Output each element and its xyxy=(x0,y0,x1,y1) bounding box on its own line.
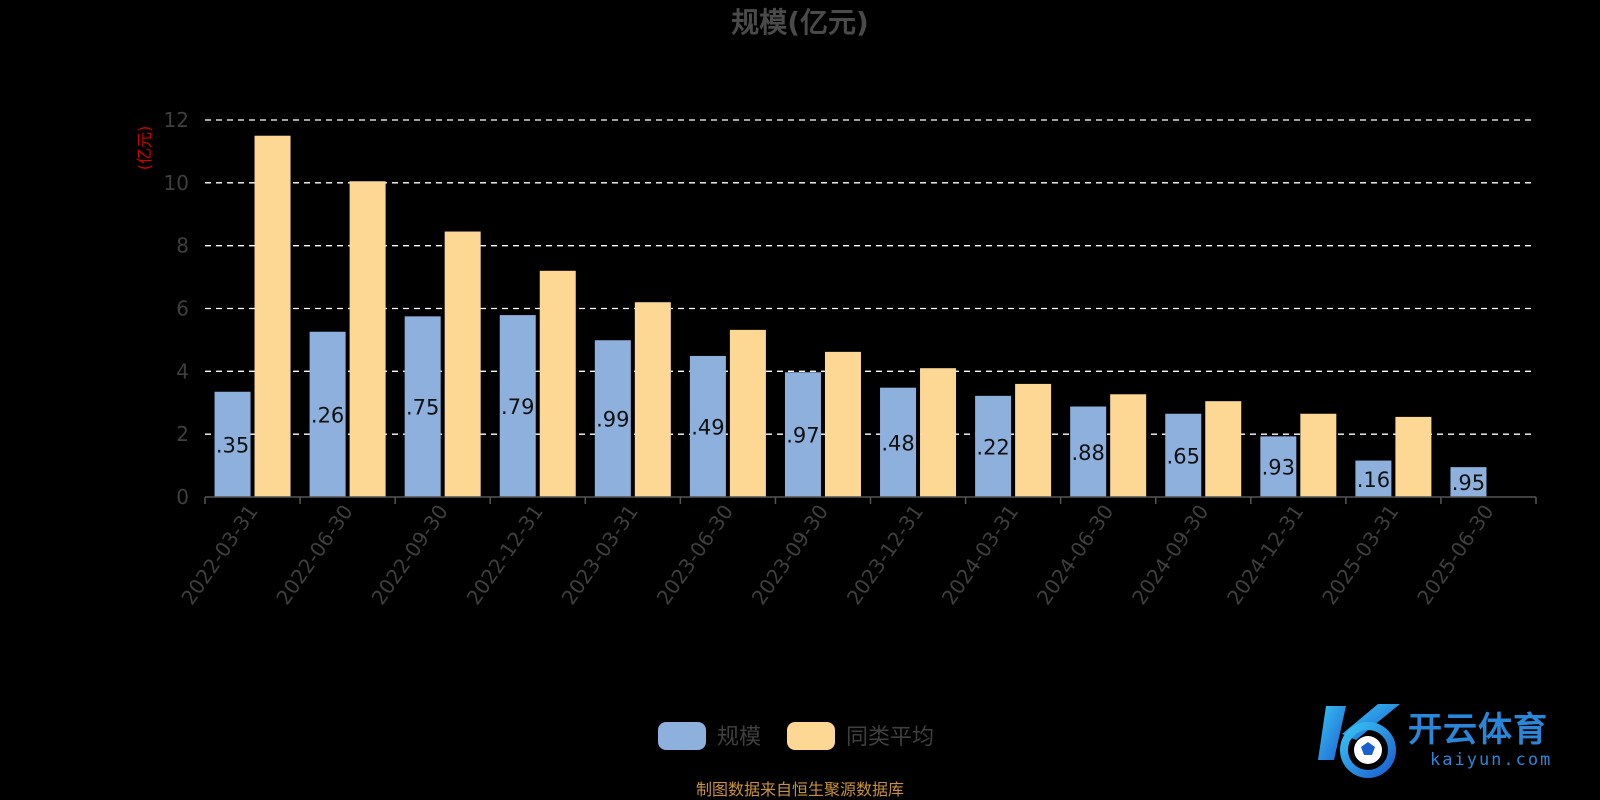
x-tick-label: 2022-12-31 xyxy=(462,500,548,609)
bar-scale xyxy=(1165,413,1202,497)
source-note: 制图数据来自恒生聚源数据库 xyxy=(696,780,904,799)
bar-scale xyxy=(1260,436,1297,497)
x-tick-label: 2022-03-31 xyxy=(176,500,262,609)
bar-value-label: .75 xyxy=(406,396,439,420)
x-tick-label: 2025-06-30 xyxy=(1412,500,1498,609)
bar-scale xyxy=(404,316,441,497)
bar-peer-average xyxy=(824,351,861,497)
bar-value-label: .79 xyxy=(501,395,534,419)
x-tick-label: 2023-12-31 xyxy=(842,500,928,609)
bars: .35 .26 .75 .79 .99 .49 .97 .48 .22 .88 .65 .93 .16.… xyxy=(214,135,1487,498)
bar-scale xyxy=(499,315,536,497)
chart-title: 规模(亿元) xyxy=(731,6,869,39)
bar-value-label: .48 xyxy=(881,431,914,455)
bar-value-label: .22 xyxy=(976,435,1009,459)
legend-label: 同类平均 xyxy=(846,725,934,750)
bar-scale xyxy=(1070,406,1107,497)
y-tick-label: 0 xyxy=(176,485,189,509)
logo-chinese-text: 开云体育 xyxy=(1408,710,1548,750)
y-tick-label: 8 xyxy=(176,234,189,258)
x-tick-label: 2024-03-31 xyxy=(937,500,1023,609)
legend-item-peer-average[interactable]: 同类平均 xyxy=(787,722,934,750)
y-tick-label: 2 xyxy=(176,422,189,446)
bar-scale xyxy=(1355,460,1392,497)
bar-peer-average xyxy=(920,368,957,497)
x-tick-label: 2024-06-30 xyxy=(1032,500,1118,609)
legend-swatch xyxy=(658,722,706,750)
legend-item-scale[interactable]: 规模 xyxy=(658,722,761,750)
bar-value-label: .16 xyxy=(1357,468,1390,492)
y-tick-label: 4 xyxy=(176,359,189,383)
x-axis-ticks: 2022-03-31 2022-06-30 2022-09-30 2022-12-31… xyxy=(176,500,1498,609)
bar-peer-average xyxy=(1205,401,1242,497)
x-tick-label: 2024-12-31 xyxy=(1222,500,1308,609)
bar-scale xyxy=(1450,467,1487,497)
bar-scale xyxy=(689,355,726,497)
bar-value-label: .99 xyxy=(596,408,629,432)
x-tick-label: 2023-09-30 xyxy=(747,500,833,609)
x-tick-label: 2023-03-31 xyxy=(557,500,643,609)
logo-domain-text: kaiyun.com xyxy=(1430,750,1553,770)
x-tick-label: 2024-09-30 xyxy=(1127,500,1213,609)
bar-scale xyxy=(594,340,631,497)
bar-scale xyxy=(214,391,251,497)
bar-scale xyxy=(880,387,917,497)
x-tick-label: 2022-06-30 xyxy=(271,500,357,609)
x-tick-label: 2023-06-30 xyxy=(652,500,738,609)
logo-emblem-icon xyxy=(1318,704,1400,778)
bar-value-label: .97 xyxy=(786,424,819,448)
bar-peer-average xyxy=(349,181,386,497)
bar-peer-average xyxy=(254,135,291,498)
bar-value-label: .93 xyxy=(1262,456,1295,480)
bar-peer-average xyxy=(1300,413,1337,497)
y-axis-ticks: 0 2 4 6 8 10 12 xyxy=(164,108,189,509)
y-tick-label: 10 xyxy=(164,171,189,195)
kaiyun-logo: 开云体育 kaiyun.com xyxy=(1312,700,1592,782)
bar-value-label: .49 xyxy=(691,415,724,439)
bar-scale xyxy=(975,395,1012,497)
gridlines xyxy=(205,119,1536,435)
bar-peer-average xyxy=(1110,394,1147,497)
bar-scale xyxy=(784,372,821,497)
legend-label: 规模 xyxy=(717,725,761,750)
bar-scale xyxy=(309,331,346,497)
bar-peer-average xyxy=(729,329,766,497)
bar-value-label: .26 xyxy=(311,403,344,427)
bar-value-label: .95 xyxy=(1452,471,1485,495)
bar-value-label: .88 xyxy=(1071,441,1104,465)
bar-peer-average xyxy=(539,270,576,497)
bar-value-label: .35 xyxy=(216,433,249,457)
y-tick-label: 6 xyxy=(176,297,189,321)
bar-peer-average xyxy=(1015,383,1052,497)
y-tick-label: 12 xyxy=(164,108,189,132)
x-tick-label: 2022-09-30 xyxy=(366,500,452,609)
x-tick-label: 2025-03-31 xyxy=(1317,500,1403,609)
legend-swatch xyxy=(787,722,835,750)
bar-peer-average xyxy=(634,302,671,497)
bar-peer-average xyxy=(444,231,481,497)
bar-peer-average xyxy=(1395,416,1432,497)
bar-value-label: .65 xyxy=(1167,444,1200,468)
x-axis xyxy=(204,496,1537,504)
y-axis-label: (亿元) xyxy=(135,126,154,171)
legend[interactable]: 规模 同类平均 xyxy=(658,722,934,750)
